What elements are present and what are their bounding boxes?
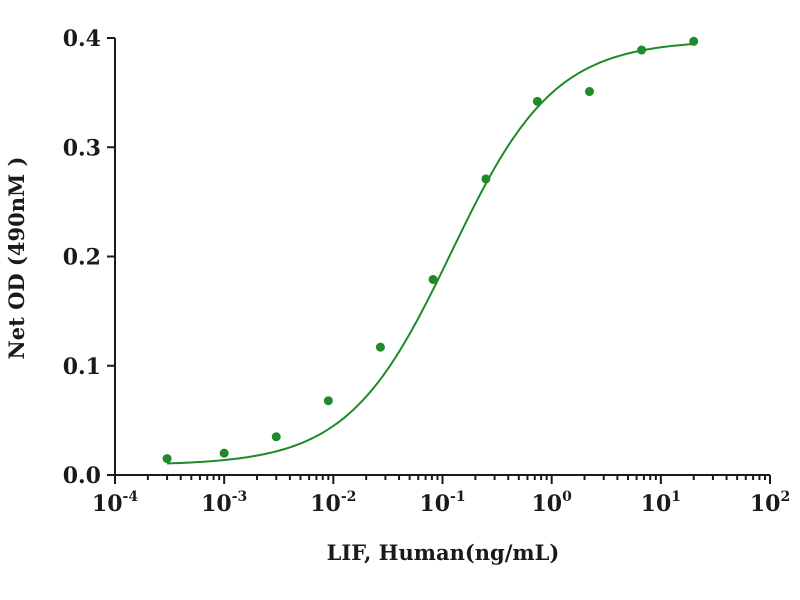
fit-curve-layer (167, 42, 694, 465)
data-point (584, 87, 594, 97)
y-tick-label: 0.1 (63, 354, 101, 380)
data-point (219, 448, 229, 458)
y-axis-label: Net OD (490nM ) (4, 157, 29, 360)
x-axis-label: LIF, Human(ng/mL) (327, 540, 560, 565)
x-tick-label: 10-3 (201, 489, 247, 517)
x-tick-exponent: -2 (341, 489, 357, 505)
data-point (637, 45, 647, 55)
data-point (323, 396, 333, 406)
x-tick-label: 10-2 (310, 489, 356, 517)
x-tick-exponent: 0 (562, 489, 572, 505)
data-points-layer (162, 36, 699, 464)
x-tick-label: 10-4 (92, 489, 138, 517)
x-tick-exponent: 1 (671, 489, 681, 505)
x-tick-label: 101 (641, 489, 681, 517)
data-point (689, 36, 699, 46)
x-tick-label: 100 (531, 489, 572, 517)
x-tick-exponent: -1 (450, 489, 466, 505)
x-tick-base: 10 (750, 491, 781, 517)
x-tick-base: 10 (641, 491, 672, 517)
x-tick-label: 10-1 (419, 489, 465, 517)
x-tick-label: 102 (750, 489, 790, 517)
x-tick-exponent: 2 (780, 489, 790, 505)
y-tick-label: 0.3 (63, 135, 101, 161)
data-point (481, 174, 491, 184)
x-tick-base: 10 (310, 491, 341, 517)
y-tick-label: 0.0 (63, 463, 101, 489)
x-tick-base: 10 (419, 491, 450, 517)
x-tick-base: 10 (531, 491, 562, 517)
x-tick-exponent: -4 (123, 489, 139, 505)
y-tick-label: 0.2 (63, 245, 101, 271)
y-tick-label: 0.4 (63, 26, 101, 52)
x-tick-base: 10 (92, 491, 123, 517)
data-point (532, 96, 542, 106)
fit-curve (167, 42, 694, 465)
data-point (375, 342, 385, 352)
data-point (271, 432, 281, 442)
data-point (428, 274, 438, 284)
x-tick-base: 10 (201, 491, 232, 517)
x-tick-exponent: -3 (232, 489, 248, 505)
axes: 0.00.10.20.30.410-4 10-3 10-2 10-1 100 101 102 (63, 26, 790, 517)
data-point (162, 454, 172, 464)
